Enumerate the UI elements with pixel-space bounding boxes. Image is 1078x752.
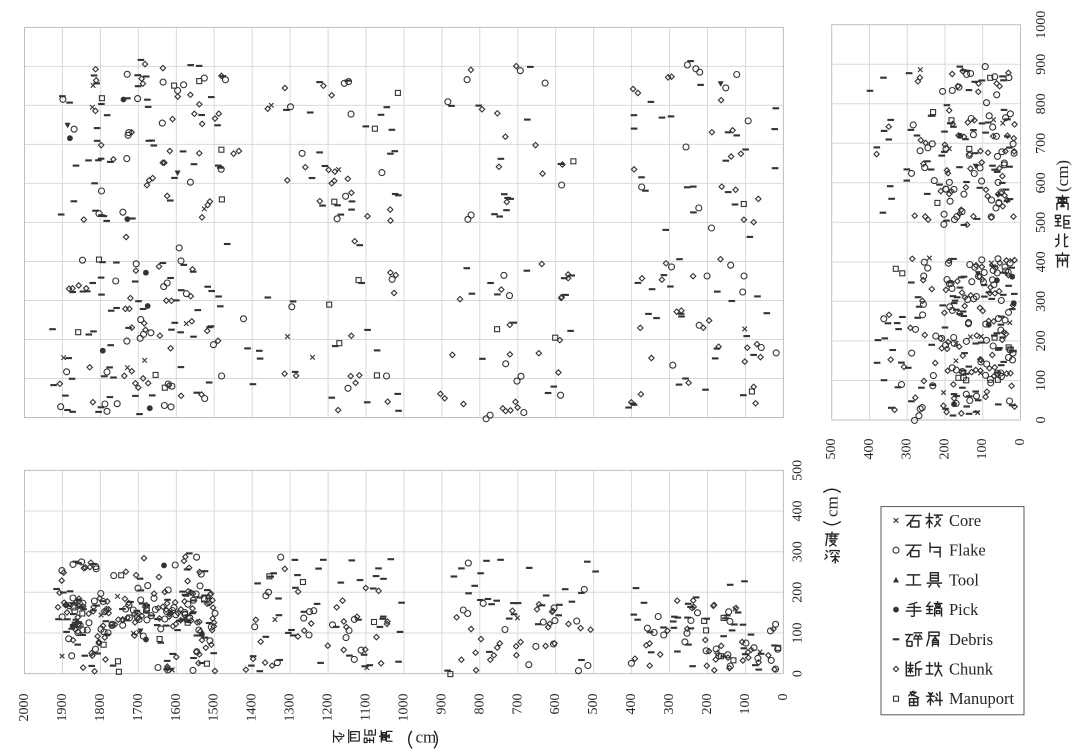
svg-text:900: 900 (434, 694, 449, 715)
svg-text:1300: 1300 (283, 694, 298, 722)
svg-text:200: 200 (700, 694, 715, 715)
svg-text:400: 400 (862, 439, 877, 460)
svg-text:500: 500 (1034, 212, 1049, 233)
svg-text:400: 400 (791, 501, 806, 522)
svg-text:Pick: Pick (949, 600, 979, 619)
svg-text:cm: cm (416, 728, 437, 747)
svg-text:1900: 1900 (55, 694, 70, 722)
svg-text:1800: 1800 (93, 694, 108, 722)
svg-text:100: 100 (975, 439, 990, 460)
svg-text:0: 0 (1013, 439, 1028, 446)
svg-text:cm: cm (823, 496, 842, 517)
svg-text:400: 400 (624, 694, 639, 715)
svg-text:1200: 1200 (321, 694, 336, 722)
svg-text:800: 800 (1034, 93, 1049, 114)
svg-text:200: 200 (1034, 330, 1049, 351)
svg-text:1000: 1000 (1034, 11, 1049, 39)
svg-text:300: 300 (791, 541, 806, 562)
svg-text:700: 700 (1034, 133, 1049, 154)
svg-text:200: 200 (938, 439, 953, 460)
svg-text:Chunk: Chunk (949, 660, 994, 679)
svg-text:100: 100 (738, 694, 753, 715)
svg-text:Tool: Tool (949, 570, 979, 589)
svg-text:300: 300 (900, 439, 915, 460)
svg-text:0: 0 (791, 670, 806, 677)
svg-text:600: 600 (1034, 172, 1049, 193)
svg-text:1600: 1600 (169, 694, 184, 722)
svg-text:Flake: Flake (949, 541, 986, 560)
svg-text:1500: 1500 (207, 694, 222, 722)
svg-text:Core: Core (949, 511, 981, 530)
svg-text:600: 600 (548, 694, 563, 715)
svg-text:2000: 2000 (17, 694, 32, 722)
svg-text:1000: 1000 (396, 694, 411, 722)
svg-text:Manuport: Manuport (949, 689, 1014, 708)
svg-text:1100: 1100 (359, 694, 374, 721)
svg-text:100: 100 (791, 623, 806, 644)
svg-text:700: 700 (510, 694, 525, 715)
svg-text:500: 500 (791, 460, 806, 481)
svg-text:0: 0 (776, 694, 791, 701)
svg-text:200: 200 (791, 582, 806, 603)
svg-text:300: 300 (1034, 291, 1049, 312)
svg-text:900: 900 (1034, 54, 1049, 75)
svg-text:300: 300 (662, 694, 677, 715)
svg-text:1400: 1400 (245, 694, 260, 722)
svg-text:800: 800 (472, 694, 487, 715)
svg-text:Debris: Debris (949, 630, 993, 649)
svg-text:500: 500 (586, 694, 601, 715)
svg-text:(cm): (cm) (1053, 160, 1072, 192)
svg-text:400: 400 (1034, 251, 1049, 272)
svg-text:500: 500 (824, 439, 839, 460)
svg-text:100: 100 (1034, 370, 1049, 391)
svg-text:0: 0 (1034, 417, 1049, 424)
svg-text:1700: 1700 (131, 694, 146, 722)
